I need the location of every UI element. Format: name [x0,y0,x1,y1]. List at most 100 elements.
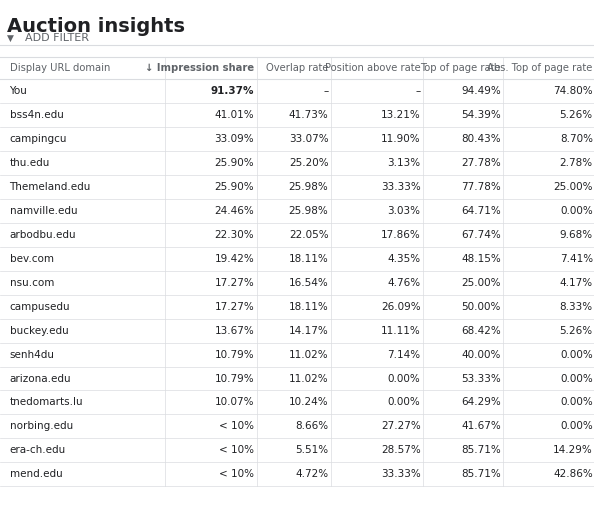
Text: 3.13%: 3.13% [387,158,421,168]
Text: 19.42%: 19.42% [214,254,254,264]
Text: 0.00%: 0.00% [388,397,421,408]
Text: 14.29%: 14.29% [553,445,593,455]
Text: 40.00%: 40.00% [462,350,501,360]
Text: 14.17%: 14.17% [289,326,328,336]
Text: 94.49%: 94.49% [461,86,501,96]
Text: < 10%: < 10% [219,445,254,455]
Text: 22.05%: 22.05% [289,230,328,240]
Text: thu.edu: thu.edu [10,158,50,168]
Text: 85.71%: 85.71% [461,469,501,479]
Text: campusedu: campusedu [10,302,70,312]
Text: 25.00%: 25.00% [554,182,593,192]
Text: 27.78%: 27.78% [461,158,501,168]
Text: 26.09%: 26.09% [381,302,421,312]
Text: norbing.edu: norbing.edu [10,421,72,431]
Text: 10.79%: 10.79% [214,350,254,360]
Text: 0.00%: 0.00% [560,206,593,216]
Text: Display URL domain: Display URL domain [10,63,110,73]
Text: 85.71%: 85.71% [461,445,501,455]
Text: ADD FILTER: ADD FILTER [25,34,89,43]
Text: 27.27%: 27.27% [381,421,421,431]
Text: 2.78%: 2.78% [560,158,593,168]
Text: arizona.edu: arizona.edu [10,373,71,384]
Text: 11.02%: 11.02% [289,350,328,360]
Text: 41.01%: 41.01% [214,110,254,120]
Text: 10.24%: 10.24% [289,397,328,408]
Text: arbodbu.edu: arbodbu.edu [10,230,76,240]
Text: 91.37%: 91.37% [211,86,254,96]
Text: Overlap rate: Overlap rate [266,63,328,73]
Text: 11.90%: 11.90% [381,134,421,144]
Text: 33.33%: 33.33% [381,469,421,479]
Text: nsu.com: nsu.com [10,278,54,288]
Text: era-ch.edu: era-ch.edu [10,445,66,455]
Text: –: – [415,86,421,96]
Text: 3.03%: 3.03% [387,206,421,216]
Text: 5.26%: 5.26% [560,110,593,120]
Text: 13.21%: 13.21% [381,110,421,120]
Text: 4.72%: 4.72% [295,469,328,479]
Text: 0.00%: 0.00% [560,421,593,431]
Text: 11.02%: 11.02% [289,373,328,384]
Text: 50.00%: 50.00% [462,302,501,312]
Text: buckey.edu: buckey.edu [10,326,68,336]
Text: < 10%: < 10% [219,421,254,431]
Text: 7.41%: 7.41% [560,254,593,264]
Text: 9.68%: 9.68% [560,230,593,240]
Text: 24.46%: 24.46% [214,206,254,216]
Text: –: – [323,86,328,96]
Text: 4.17%: 4.17% [560,278,593,288]
Text: 10.07%: 10.07% [215,397,254,408]
Text: tnedomarts.lu: tnedomarts.lu [10,397,83,408]
Text: 0.00%: 0.00% [560,373,593,384]
Text: 64.29%: 64.29% [461,397,501,408]
Text: Auction insights: Auction insights [7,17,185,36]
Text: ↓ Impression share: ↓ Impression share [145,63,254,73]
Text: ▼: ▼ [7,34,14,43]
Text: 18.11%: 18.11% [289,254,328,264]
Text: bev.com: bev.com [10,254,53,264]
Text: 8.66%: 8.66% [295,421,328,431]
Text: campingcu: campingcu [10,134,67,144]
Text: 25.00%: 25.00% [462,278,501,288]
Text: Top of page rate: Top of page rate [420,63,501,73]
Text: 17.27%: 17.27% [214,302,254,312]
Text: 0.00%: 0.00% [560,350,593,360]
Text: senh4du: senh4du [10,350,55,360]
Text: 4.35%: 4.35% [387,254,421,264]
Text: 54.39%: 54.39% [461,110,501,120]
Text: 5.51%: 5.51% [295,445,328,455]
Text: 41.73%: 41.73% [289,110,328,120]
Text: 0.00%: 0.00% [388,373,421,384]
Text: 48.15%: 48.15% [461,254,501,264]
Text: 25.98%: 25.98% [289,206,328,216]
Text: Themeland.edu: Themeland.edu [10,182,91,192]
Text: 77.78%: 77.78% [461,182,501,192]
Text: bss4n.edu: bss4n.edu [10,110,64,120]
Text: 10.79%: 10.79% [214,373,254,384]
Text: 33.09%: 33.09% [214,134,254,144]
Text: 17.27%: 17.27% [214,278,254,288]
Text: 67.74%: 67.74% [461,230,501,240]
Text: 53.33%: 53.33% [461,373,501,384]
Text: 8.33%: 8.33% [560,302,593,312]
Text: Abs. Top of page rate: Abs. Top of page rate [488,63,593,73]
Text: 16.54%: 16.54% [289,278,328,288]
Text: 18.11%: 18.11% [289,302,328,312]
Text: < 10%: < 10% [219,469,254,479]
Text: 0.00%: 0.00% [560,397,593,408]
Text: 8.70%: 8.70% [560,134,593,144]
Text: 25.98%: 25.98% [289,182,328,192]
Text: Position above rate: Position above rate [325,63,421,73]
Text: 28.57%: 28.57% [381,445,421,455]
Text: 80.43%: 80.43% [461,134,501,144]
Text: 33.33%: 33.33% [381,182,421,192]
Text: 7.14%: 7.14% [387,350,421,360]
Text: 68.42%: 68.42% [461,326,501,336]
Text: 42.86%: 42.86% [553,469,593,479]
Text: 11.11%: 11.11% [381,326,421,336]
Text: 17.86%: 17.86% [381,230,421,240]
Text: 25.20%: 25.20% [289,158,328,168]
Text: 41.67%: 41.67% [461,421,501,431]
Text: mend.edu: mend.edu [10,469,62,479]
